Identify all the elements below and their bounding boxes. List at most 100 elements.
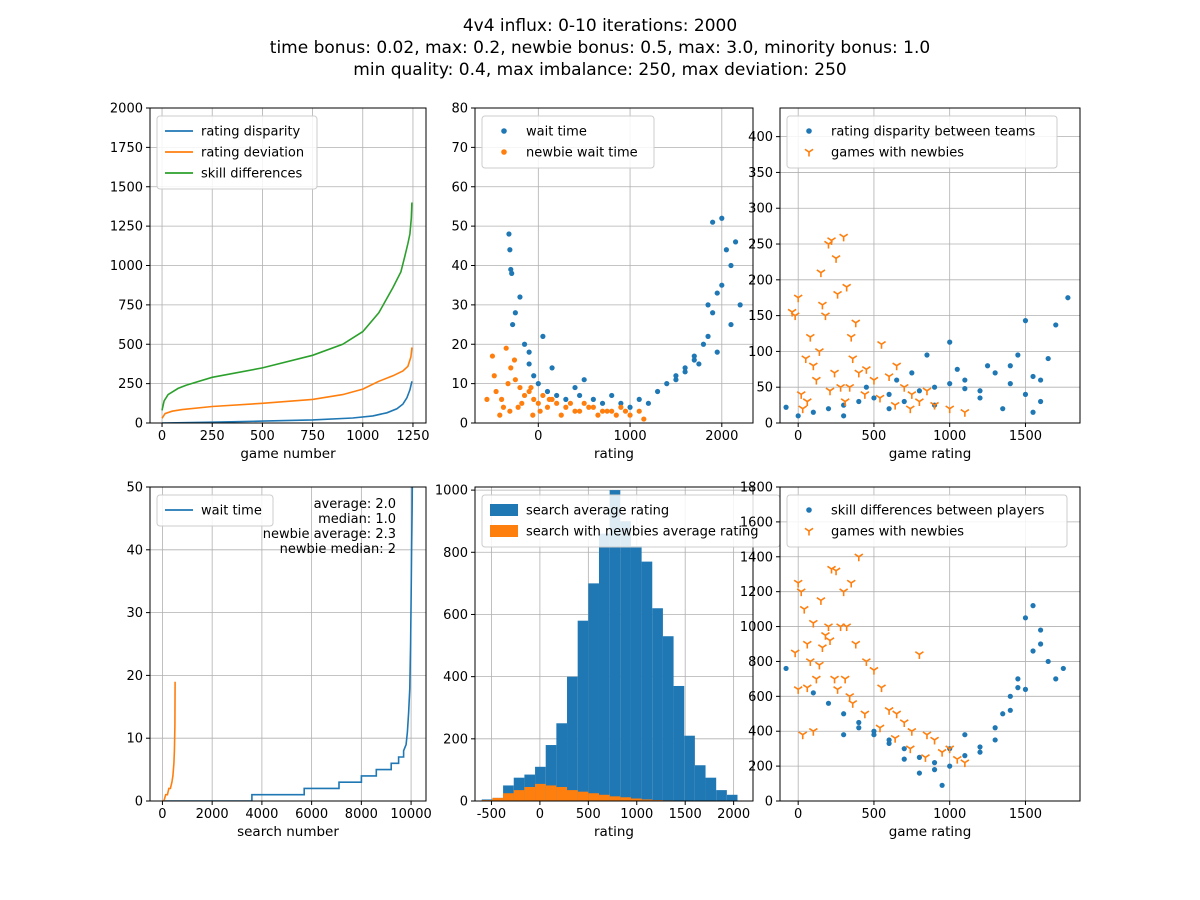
x-tick-label: 0 <box>158 807 166 822</box>
legend-label: search with newbies average rating <box>526 525 759 540</box>
data-point <box>814 661 824 670</box>
data-point <box>512 310 518 316</box>
data-point <box>869 666 879 675</box>
data-point <box>802 398 812 407</box>
histogram-bar <box>513 790 525 801</box>
data-point <box>947 763 953 769</box>
data-point <box>526 361 532 367</box>
data-point <box>1007 363 1013 369</box>
data-point <box>801 355 811 364</box>
x-tick-label: 0 <box>794 807 802 822</box>
data-point <box>960 408 970 417</box>
data-point <box>833 290 843 299</box>
legend-box <box>156 115 318 190</box>
x-tick-label: 1000 <box>620 807 653 822</box>
data-point <box>796 390 806 399</box>
stats-annotation: median: 1.0 <box>318 512 396 527</box>
data-point <box>664 381 670 387</box>
y-tick-label: 1750 <box>110 141 143 156</box>
data-point <box>1022 686 1029 692</box>
data-point <box>1045 658 1051 665</box>
data-point <box>890 401 900 410</box>
data-point <box>1015 352 1021 358</box>
y-tick-label: 400 <box>748 130 773 145</box>
data-point <box>841 732 847 738</box>
histogram-bar <box>598 533 610 801</box>
data-point <box>810 409 816 415</box>
x-tick-label: 2000 <box>196 807 229 822</box>
y-tick-label: 20 <box>126 669 143 684</box>
data-point <box>528 384 534 391</box>
x-tick-label: 1000 <box>346 429 379 444</box>
data-point <box>710 219 716 225</box>
data-point <box>618 400 624 406</box>
data-point <box>916 770 922 776</box>
data-point <box>673 377 679 383</box>
data-point <box>595 412 601 418</box>
data-point <box>567 400 574 406</box>
data-point <box>572 408 578 414</box>
data-point <box>907 390 917 399</box>
histogram-bar <box>716 790 727 801</box>
x-tick-label: 2000 <box>717 807 750 822</box>
data-point <box>508 365 514 371</box>
plot-area <box>484 215 743 422</box>
data-point <box>576 408 583 414</box>
legend-swatch <box>806 507 812 513</box>
x-axis-label: rating <box>594 824 634 840</box>
data-point <box>899 719 909 727</box>
data-point <box>563 404 569 410</box>
y-tick-label: 250 <box>118 377 143 392</box>
x-tick-label: 1500 <box>669 807 702 822</box>
data-point <box>962 732 968 738</box>
data-point <box>830 369 840 378</box>
data-point <box>599 408 606 414</box>
series-line-1 <box>161 381 413 423</box>
data-point <box>576 392 583 399</box>
data-point <box>854 369 864 378</box>
chart-2: 0 1000 2000 0 10 20 30 40 50 60 70 80 rating wait tim… <box>451 102 754 462</box>
plot-area <box>783 233 1071 419</box>
data-point <box>914 398 924 407</box>
data-point <box>1030 409 1036 415</box>
data-point <box>831 254 841 263</box>
data-point <box>840 398 850 407</box>
data-point <box>531 396 537 402</box>
data-point <box>517 384 523 391</box>
histogram-bar <box>556 723 568 801</box>
data-point <box>493 388 499 395</box>
x-tick-label: 1000 <box>933 429 966 444</box>
data-point <box>554 392 560 399</box>
x-tick-label: 1500 <box>1009 807 1042 822</box>
y-tick-label: 1600 <box>740 515 773 530</box>
data-point <box>830 675 840 684</box>
data-point <box>549 365 555 371</box>
data-point <box>851 319 861 328</box>
legend: wait time <box>156 494 274 527</box>
data-point <box>590 396 596 402</box>
data-point <box>861 658 871 666</box>
data-point <box>499 396 505 402</box>
series-line-1 <box>162 487 414 801</box>
data-point <box>497 412 503 418</box>
histogram-bar <box>684 735 695 801</box>
data-point <box>916 388 922 394</box>
data-point <box>507 408 513 414</box>
data-point <box>1015 685 1021 691</box>
data-point <box>977 395 983 401</box>
y-tick-label: 1200 <box>740 585 773 600</box>
data-point <box>1065 295 1071 301</box>
y-tick-label: 750 <box>118 298 143 313</box>
data-point <box>886 391 892 397</box>
data-point <box>825 406 832 412</box>
legend-label: rating deviation <box>201 146 304 161</box>
data-point <box>937 748 947 757</box>
data-point <box>939 782 945 788</box>
y-tick-label: 600 <box>443 608 468 623</box>
y-tick-label: 1000 <box>110 259 143 274</box>
data-point <box>719 282 725 288</box>
data-point <box>537 408 543 414</box>
axes-frame <box>779 486 1081 802</box>
x-tick-label: 0 <box>536 807 544 822</box>
